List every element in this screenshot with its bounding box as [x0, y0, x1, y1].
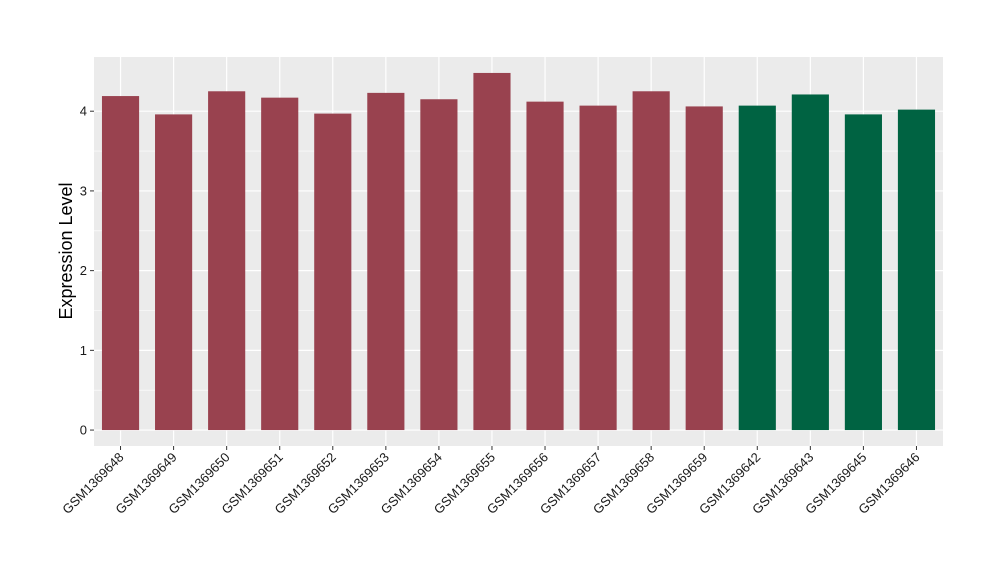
y-tick-label: 2 [80, 263, 87, 278]
y-tick-label: 3 [80, 183, 87, 198]
y-tick-label: 1 [80, 343, 87, 358]
bar-GSM1369642 [738, 105, 776, 431]
bar-GSM1369652 [314, 113, 352, 431]
bar-GSM1369643 [791, 94, 829, 431]
bar-GSM1369649 [155, 114, 193, 431]
y-tick-label: 4 [80, 104, 87, 119]
y-tick-label: 0 [80, 423, 87, 438]
y-axis-title: Expression Level [56, 182, 76, 319]
bar-GSM1369648 [101, 96, 140, 431]
x-axis: GSM1369648GSM1369649GSM1369650GSM1369651… [59, 446, 923, 517]
bar-GSM1369645 [844, 114, 882, 431]
bar-GSM1369653 [367, 92, 405, 431]
bar-GSM1369655 [473, 72, 511, 431]
bar-GSM1369650 [208, 91, 246, 431]
bar-GSM1369651 [261, 97, 299, 431]
bar-GSM1369659 [685, 106, 723, 431]
bar-GSM1369654 [420, 99, 458, 431]
bar-GSM1369646 [897, 109, 936, 431]
bars [101, 72, 936, 431]
bar-GSM1369657 [579, 105, 617, 431]
y-axis: 0 1 2 3 4 [80, 104, 94, 438]
bar-GSM1369658 [632, 91, 670, 431]
bar-GSM1369656 [526, 101, 564, 431]
